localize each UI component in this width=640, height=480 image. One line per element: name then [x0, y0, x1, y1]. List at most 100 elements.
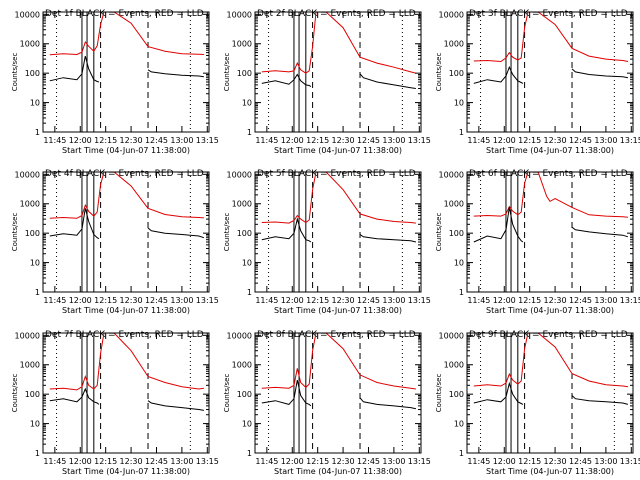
x-tick-label: 13:00: [170, 296, 193, 305]
x-tick-label: 12:00: [493, 296, 516, 305]
y-tick-label: 1: [459, 288, 464, 297]
lld-series-line: [473, 333, 628, 388]
x-tick-label: 12:00: [69, 457, 92, 466]
x-tick-label: 12:45: [569, 296, 592, 305]
lld-series-line: [473, 172, 628, 218]
y-tick-label: 1000: [444, 361, 464, 370]
events-series-line: [261, 217, 312, 243]
lld-series-line: [49, 333, 204, 391]
y-tick-label: 10: [454, 420, 464, 429]
x-tick-label: 12:30: [544, 296, 567, 305]
y-tick-label: 10: [242, 259, 252, 268]
x-axis-label: Start Time (04-Jun-07 11:38:00): [274, 146, 402, 155]
x-tick-label: 12:00: [69, 296, 92, 305]
x-axis-label: Start Time (04-Jun-07 11:38:00): [62, 146, 190, 155]
x-tick-label: 13:00: [382, 296, 405, 305]
x-tick-label: 13:00: [382, 136, 405, 145]
y-tick-label: 100: [25, 69, 40, 78]
x-tick-label: 12:00: [281, 457, 304, 466]
panel-data: [473, 172, 629, 243]
y-tick-label: 10: [242, 99, 252, 108]
panel-det-6: Det 6f BLACK = Events, RED = LLD 1 10 100 10…: [435, 169, 640, 315]
y-tick-label: 1: [459, 128, 464, 137]
x-tick-label: 12:30: [544, 457, 567, 466]
x-tick-label: 13:15: [620, 296, 640, 305]
y-tick-label: 10000: [15, 170, 40, 179]
events-series-line: [359, 234, 417, 243]
y-axis-label: Counts/sec: [435, 213, 443, 252]
x-tick-label: 13:15: [196, 296, 219, 305]
x-tick-label: 13:15: [408, 136, 431, 145]
panel-data: [49, 172, 205, 240]
y-tick-label: 10000: [227, 10, 252, 19]
panel-det-1: Det 1f BLACK = Events, RED = LLD 1 10 100 10…: [11, 9, 219, 155]
x-axis-label: Start Time (04-Jun-07 11:38:00): [274, 467, 402, 476]
panel-det-5: Det 5f BLACK = Events, RED = LLD 1 10 100 10…: [223, 169, 431, 315]
y-tick-label: 100: [449, 69, 464, 78]
panel-data: [473, 12, 628, 84]
y-tick-label: 1000: [444, 200, 464, 209]
y-tick-label: 1: [35, 288, 40, 297]
y-tick-label: 1000: [232, 40, 252, 49]
y-tick-label: 100: [449, 390, 464, 399]
x-tick-label: 13:00: [594, 136, 617, 145]
panel-title: Det 5f BLACK = Events, RED = LLD: [257, 169, 416, 179]
x-tick-label: 13:00: [170, 457, 193, 466]
panel-title: Det 1f BLACK = Events, RED = LLD: [45, 9, 204, 19]
events-series-line: [473, 207, 524, 243]
y-tick-label: 1: [247, 449, 252, 458]
lld-series-line: [261, 333, 416, 390]
events-series-line: [147, 400, 204, 411]
x-tick-label: 12:45: [145, 136, 168, 145]
plot-frame: [42, 332, 210, 454]
x-tick-label: 12:15: [306, 136, 329, 145]
panel-det-9: Det 9f BLACK = Events, RED = LLD 1 10 100 10…: [435, 330, 640, 476]
plot-frame: [42, 171, 210, 293]
x-tick-label: 11:45: [467, 136, 490, 145]
y-tick-label: 1: [35, 128, 40, 137]
y-tick-label: 1: [35, 449, 40, 458]
x-tick-label: 13:00: [594, 296, 617, 305]
x-tick-label: 12:45: [145, 296, 168, 305]
x-tick-label: 12:30: [332, 296, 355, 305]
x-axis-label: Start Time (04-Jun-07 11:38:00): [486, 306, 614, 315]
y-tick-label: 10: [454, 259, 464, 268]
x-tick-label: 13:15: [620, 136, 640, 145]
x-tick-label: 12:15: [306, 457, 329, 466]
x-tick-label: 13:00: [382, 457, 405, 466]
y-tick-label: 1000: [232, 361, 252, 370]
y-tick-label: 1000: [20, 40, 40, 49]
events-series-line: [359, 73, 416, 89]
x-tick-label: 12:15: [94, 136, 117, 145]
panel-title: Det 6f BLACK = Events, RED = LLD: [469, 169, 628, 179]
y-tick-label: 1: [247, 128, 252, 137]
y-tick-label: 1000: [232, 200, 252, 209]
x-tick-label: 12:30: [332, 136, 355, 145]
lld-series-line: [261, 12, 417, 74]
plot-frame: [466, 11, 634, 133]
events-series-line: [571, 68, 628, 79]
x-tick-label: 11:45: [43, 136, 66, 145]
x-tick-label: 11:45: [43, 296, 66, 305]
panel-title: Det 9f BLACK = Events, RED = LLD: [469, 330, 628, 340]
y-axis-label: Counts/sec: [223, 374, 231, 413]
y-axis-label: Counts/sec: [11, 213, 19, 252]
y-tick-label: 100: [449, 229, 464, 238]
x-tick-label: 13:15: [620, 457, 640, 466]
y-tick-label: 100: [237, 390, 252, 399]
panel-data: [261, 172, 417, 243]
x-tick-label: 13:15: [196, 136, 219, 145]
plot-frame: [254, 332, 422, 454]
plot-frame: [254, 171, 422, 293]
y-tick-label: 1000: [444, 40, 464, 49]
x-tick-label: 12:30: [544, 136, 567, 145]
x-tick-label: 12:00: [493, 136, 516, 145]
y-tick-label: 10000: [15, 331, 40, 340]
y-axis-label: Counts/sec: [223, 53, 231, 92]
lld-series-line: [49, 172, 204, 219]
y-tick-label: 1: [247, 288, 252, 297]
panel-data: [473, 333, 629, 405]
events-series-line: [359, 397, 417, 410]
y-axis-label: Counts/sec: [435, 53, 443, 92]
